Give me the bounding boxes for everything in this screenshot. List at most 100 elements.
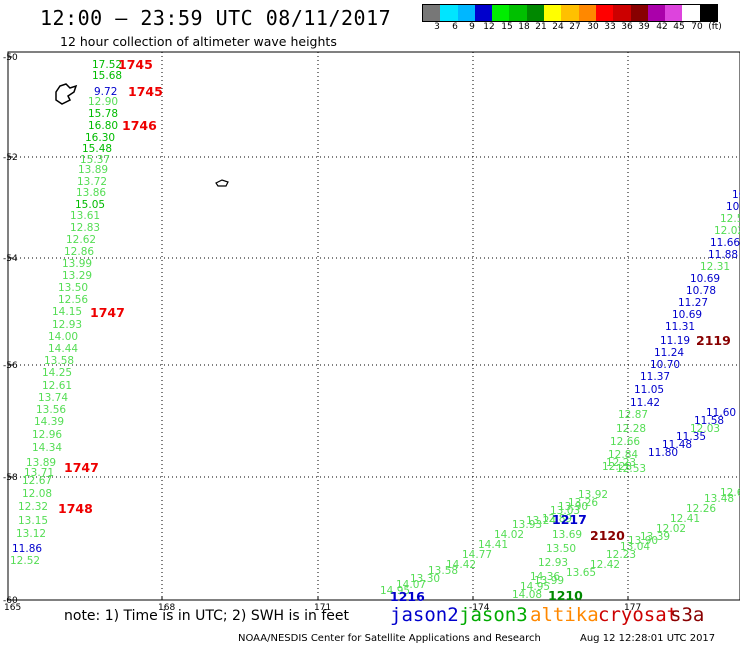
wave-height-label: 10. xyxy=(726,201,740,213)
color-scale-label: 15 xyxy=(501,22,513,32)
color-scale-label: 12 xyxy=(483,22,495,32)
color-scale-label: 21 xyxy=(535,22,547,32)
wave-height-label: 11.66 xyxy=(710,237,740,249)
pass-time-label: 1748 xyxy=(58,501,93,516)
color-scale-label: 39 xyxy=(638,22,650,32)
legend-item-jason2: jason2 xyxy=(390,604,459,626)
wave-height-label: 12.83 xyxy=(70,222,100,234)
wave-height-label: 13.92 xyxy=(578,489,608,501)
lon-tick-label: 177 xyxy=(624,603,641,613)
pass-time-label: 1747 xyxy=(64,460,99,475)
wave-height-label: 12.84 xyxy=(608,449,638,461)
pass-time-label: 1745 xyxy=(128,84,163,99)
wave-height-label: 11.80 xyxy=(648,447,678,459)
wave-height-label: 13.58 xyxy=(428,565,458,577)
color-swatch xyxy=(423,5,441,21)
wave-height-label: 12.89 xyxy=(542,513,572,525)
color-scale-label: 33 xyxy=(604,22,616,32)
wave-height-label: 12.31 xyxy=(700,261,730,273)
wave-height-label: 13.26 xyxy=(568,497,598,509)
color-swatch xyxy=(561,5,579,21)
lon-tick-label: -174 xyxy=(469,603,490,613)
wave-height-label: 13.03 xyxy=(550,505,580,517)
wave-height-label: 14.36 xyxy=(530,571,560,583)
pass-time-label: 2120 xyxy=(590,528,625,543)
wave-height-label: 13.90 xyxy=(628,535,658,547)
color-scale-label: 24 xyxy=(552,22,564,32)
color-scale-label: 36 xyxy=(621,22,633,32)
wave-height-label: 17.52 xyxy=(92,59,122,71)
wave-height-label: 14.41 xyxy=(478,539,508,551)
wave-height-label: 12.53 xyxy=(616,463,646,475)
wave-height-label: 14.77 xyxy=(462,549,492,561)
wave-height-label: 11.19 xyxy=(660,335,690,347)
wave-height-label: 12.32 xyxy=(18,501,48,513)
wave-height-label: 13.58 xyxy=(44,355,74,367)
wave-height-label: 14.95 xyxy=(520,581,550,593)
wave-height-label: 13.65 xyxy=(566,567,596,579)
wave-height-label: 14.42 xyxy=(446,559,476,571)
generation-timestamp: Aug 12 12:28:01 UTC 2017 xyxy=(580,633,716,644)
lat-tick-label: -58 xyxy=(3,473,18,483)
color-swatch xyxy=(492,5,510,21)
wave-height-label: 12.66 xyxy=(610,436,640,448)
color-scale-label: 30 xyxy=(587,22,599,32)
wave-height-label: 13.61 xyxy=(70,210,100,222)
pass-time-label: 1747 xyxy=(90,305,125,320)
wave-height-label: 12.93 xyxy=(52,319,82,331)
legend-item-jason3: jason3 xyxy=(459,604,528,626)
color-scale-label: 45 xyxy=(673,22,685,32)
wave-height-label: 11.42 xyxy=(630,397,660,409)
wave-height-label: 12.02 xyxy=(656,523,686,535)
wave-height-label: 16.30 xyxy=(85,132,115,144)
wave-height-label: 13.15 xyxy=(18,515,48,527)
wave-height-label: 11.35 xyxy=(676,431,706,443)
color-swatch xyxy=(630,5,648,21)
wave-height-label: 10.78 xyxy=(686,285,716,297)
wave-height-label: 12.03 xyxy=(690,423,720,435)
lat-tick-label: -50 xyxy=(3,53,18,63)
color-swatch xyxy=(613,5,631,21)
wave-height-label: 12.67 xyxy=(22,475,52,487)
wave-height-label: 15.37 xyxy=(80,154,110,166)
color-swatch xyxy=(699,5,718,21)
color-scale-label: (ft) xyxy=(708,22,722,32)
wave-height-label: 11.27 xyxy=(678,297,708,309)
map-title: 12:00 — 23:59 UTC 08/11/2017 xyxy=(40,6,392,30)
wave-height-label: 12.86 xyxy=(64,246,94,258)
wave-height-label: 9.72 xyxy=(94,86,117,98)
lon-tick-label: 165 xyxy=(4,603,21,613)
color-scale-label: 18 xyxy=(518,22,530,32)
map-frame xyxy=(7,51,740,601)
wave-height-label: 11.37 xyxy=(640,371,670,383)
lat-tick-label: -54 xyxy=(3,254,18,264)
legend-item-s3a: s3a xyxy=(670,604,705,626)
wave-height-label: 12.5 xyxy=(720,213,740,225)
color-swatch xyxy=(647,5,666,21)
color-scale-label: 3 xyxy=(434,22,440,32)
wave-height-label: 11.60 xyxy=(706,407,736,419)
wave-height-label: 14.44 xyxy=(48,343,78,355)
wave-height-label: 12.42 xyxy=(590,559,620,571)
legend-item-altika: altika xyxy=(530,604,599,626)
wave-height-label: 10.69 xyxy=(672,309,702,321)
wave-height-label: 13.04 xyxy=(620,541,650,553)
wave-height-label: 12.08 xyxy=(22,488,52,500)
wave-height-label: 13.93 xyxy=(512,519,542,531)
color-swatch xyxy=(578,5,596,21)
pass-time-label: 1217 xyxy=(552,512,587,527)
wave-height-label: 13.50 xyxy=(546,543,576,555)
color-scale-bar xyxy=(422,4,719,22)
pass-time-label: 1746 xyxy=(122,118,157,133)
wave-height-label: 12.6 xyxy=(720,487,740,499)
wave-height-label: 16.80 xyxy=(88,120,118,132)
island-shape xyxy=(215,179,229,187)
pass-time-label: 1745 xyxy=(118,57,153,72)
wave-height-label: 12.87 xyxy=(618,409,648,421)
wave-height-label: 13.89 xyxy=(78,164,108,176)
wave-height-label: 11.88 xyxy=(708,249,738,261)
wave-height-label: 14.25 xyxy=(42,367,72,379)
wave-height-label: 13.48 xyxy=(704,493,734,505)
wave-height-label: 11.24 xyxy=(654,347,684,359)
